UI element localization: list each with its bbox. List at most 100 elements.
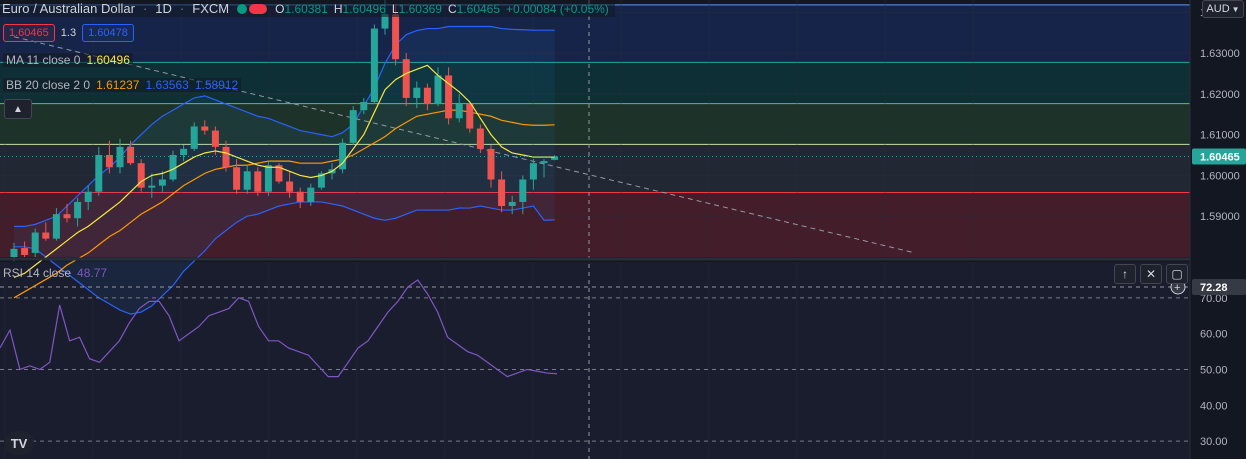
candle-body	[402, 59, 410, 98]
candle-body	[370, 28, 378, 102]
candle-body	[243, 171, 251, 190]
maximize-icon[interactable]: ▢	[1166, 264, 1188, 284]
candle-body	[551, 156, 559, 160]
last-price-tag	[1192, 148, 1246, 165]
ma-value: 1.60496	[86, 53, 130, 67]
candle-body	[137, 163, 145, 188]
rsi-tick-label: 30.00	[1200, 436, 1228, 448]
candle-body	[317, 173, 325, 188]
ma-line	[13, 64, 555, 278]
price-tick-label: 1.60000	[1200, 170, 1240, 182]
sell-button[interactable]: 1.60465	[3, 24, 55, 42]
candle-body	[476, 128, 484, 149]
crosshair-value-label: 72.28	[1200, 282, 1228, 294]
candle-body	[201, 126, 209, 131]
currency-dropdown[interactable]: AUD ▼	[1202, 0, 1244, 18]
candle-body	[222, 146, 230, 168]
candle-body	[254, 171, 262, 192]
candle-body	[233, 167, 241, 190]
symbol-name[interactable]: Euro / Australian Dollar	[2, 1, 135, 16]
candle-body	[127, 146, 135, 164]
market-status[interactable]	[237, 3, 268, 14]
candle-body	[275, 165, 283, 182]
candle-body	[423, 87, 431, 105]
rsi-tick-label: 60.00	[1200, 329, 1228, 341]
candle-body	[392, 14, 400, 60]
candle-body	[74, 201, 82, 219]
separator: ·	[179, 1, 185, 16]
ma-legend[interactable]: MA 11 close 0 1.60496	[3, 53, 133, 67]
candle-body	[434, 75, 442, 105]
candle-body	[508, 201, 516, 207]
candle-body	[540, 161, 548, 164]
price-pane-background	[0, 0, 1190, 257]
rsi-legend[interactable]: RSI 14 close 48.77	[3, 266, 107, 280]
high-value: 1.60496	[342, 1, 386, 16]
bb-legend[interactable]: BB 20 close 2 0 1.61237 1.63563 1.58912	[3, 78, 242, 92]
market-open-icon	[237, 3, 248, 14]
exchange-label: FXCM	[192, 1, 230, 16]
candle-body	[52, 214, 60, 239]
spread-label: 1.3	[60, 27, 77, 39]
close-icon[interactable]: ✕	[1140, 264, 1162, 284]
price-tick-label: 1.62000	[1200, 89, 1240, 101]
candle-body	[498, 179, 506, 207]
price-tick-label: 1.61000	[1200, 130, 1240, 142]
candle-body	[116, 146, 124, 168]
symbol-header: Euro / Australian Dollar · 1D · FXCM O 1.…	[0, 0, 615, 17]
interval-label[interactable]: 1D	[155, 1, 172, 16]
candle-body	[381, 14, 389, 29]
rsi-pane-controls: ↑ ✕ ▢	[1114, 264, 1188, 284]
candle-body	[445, 75, 453, 119]
low-label: L	[391, 1, 399, 16]
candle-body	[42, 232, 50, 239]
rsi-tick-label: 50.00	[1200, 364, 1228, 376]
price-tick-label: 1.59000	[1200, 211, 1240, 223]
candle-body	[339, 142, 347, 170]
trend-line	[13, 36, 916, 254]
rsi-value: 48.77	[77, 266, 108, 280]
candle-body	[211, 130, 219, 147]
level-zone	[0, 144, 1190, 193]
bb-upper-line	[14, 25, 555, 228]
candle-body	[307, 187, 315, 202]
separator: ·	[142, 1, 148, 16]
candle-body	[455, 104, 463, 119]
bb-basis-value: 1.61237	[96, 78, 140, 92]
currency-label: AUD	[1206, 3, 1230, 15]
bb-lower-value: 1.58912	[194, 78, 239, 92]
candle-body	[21, 248, 29, 255]
price-axis-background	[1190, 0, 1246, 459]
change-value: +0.00084 (+0.05%)	[506, 1, 609, 16]
candle-body	[169, 155, 177, 180]
rsi-pane-background	[0, 262, 1190, 459]
candle-body	[105, 155, 113, 168]
level-zone	[0, 103, 1190, 145]
bb-basis-line	[13, 109, 555, 299]
candle-body	[264, 165, 272, 192]
candle-body	[190, 126, 198, 149]
candle-body	[487, 148, 495, 180]
candle-body	[63, 214, 71, 219]
ma-label: MA 11 close 0	[6, 53, 81, 67]
chevron-up-icon[interactable]: ▲	[4, 99, 32, 119]
arrow-up-icon[interactable]: ↑	[1114, 264, 1136, 284]
plus-icon-glyph: +	[1174, 282, 1180, 294]
open-label: O	[275, 1, 285, 16]
tradingview-logo[interactable]: TV	[4, 431, 34, 455]
rsi-tick-label: 70.00	[1200, 293, 1228, 305]
candle-body	[466, 104, 474, 129]
data-status-icon	[249, 3, 268, 14]
candle-body	[360, 101, 368, 111]
candle-body	[158, 179, 166, 186]
candle-body	[84, 191, 92, 202]
candle-body	[286, 181, 294, 192]
candle-body	[296, 191, 304, 202]
candle-body	[10, 248, 18, 257]
candle-body	[148, 185, 156, 188]
last-price-label: 1.60465	[1200, 151, 1240, 163]
buy-button[interactable]: 1.60478	[82, 24, 134, 42]
chevron-down-icon: ▼	[1231, 4, 1240, 14]
